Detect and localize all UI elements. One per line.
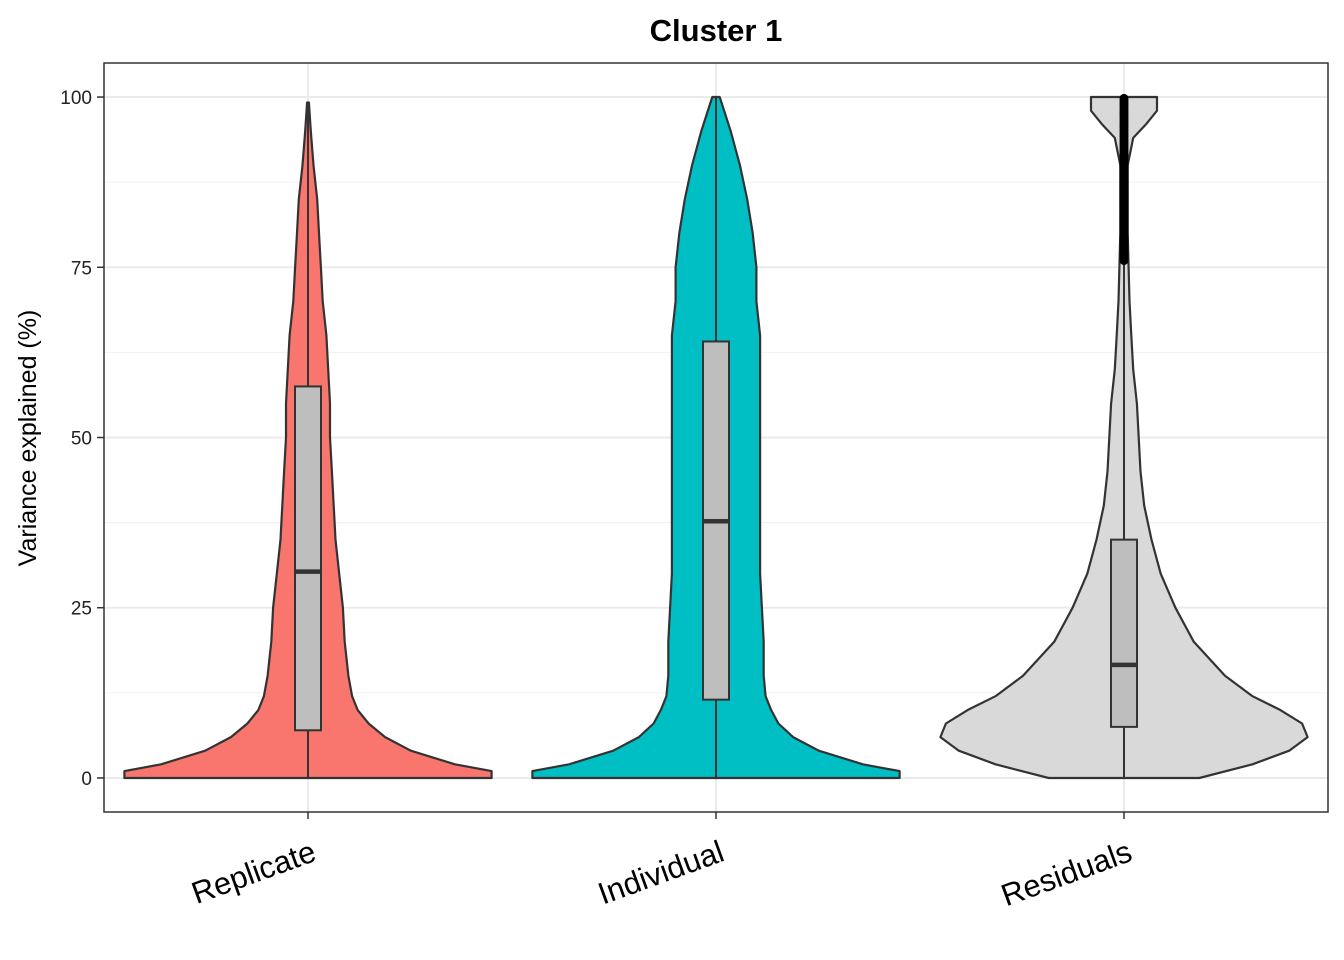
y-tick-label: 25 <box>71 599 92 620</box>
y-tick-label: 100 <box>60 88 92 109</box>
y-tick-label: 75 <box>71 258 92 279</box>
y-tick-label: 50 <box>71 429 92 450</box>
y-tick-label: 0 <box>81 769 92 790</box>
chart-title: Cluster 1 <box>650 13 783 48</box>
outlier-point <box>1119 93 1129 103</box>
box-replicate <box>294 385 322 732</box>
y-axis-title: Variance explained (%) <box>14 310 42 567</box>
box-residuals <box>1110 538 1138 728</box>
